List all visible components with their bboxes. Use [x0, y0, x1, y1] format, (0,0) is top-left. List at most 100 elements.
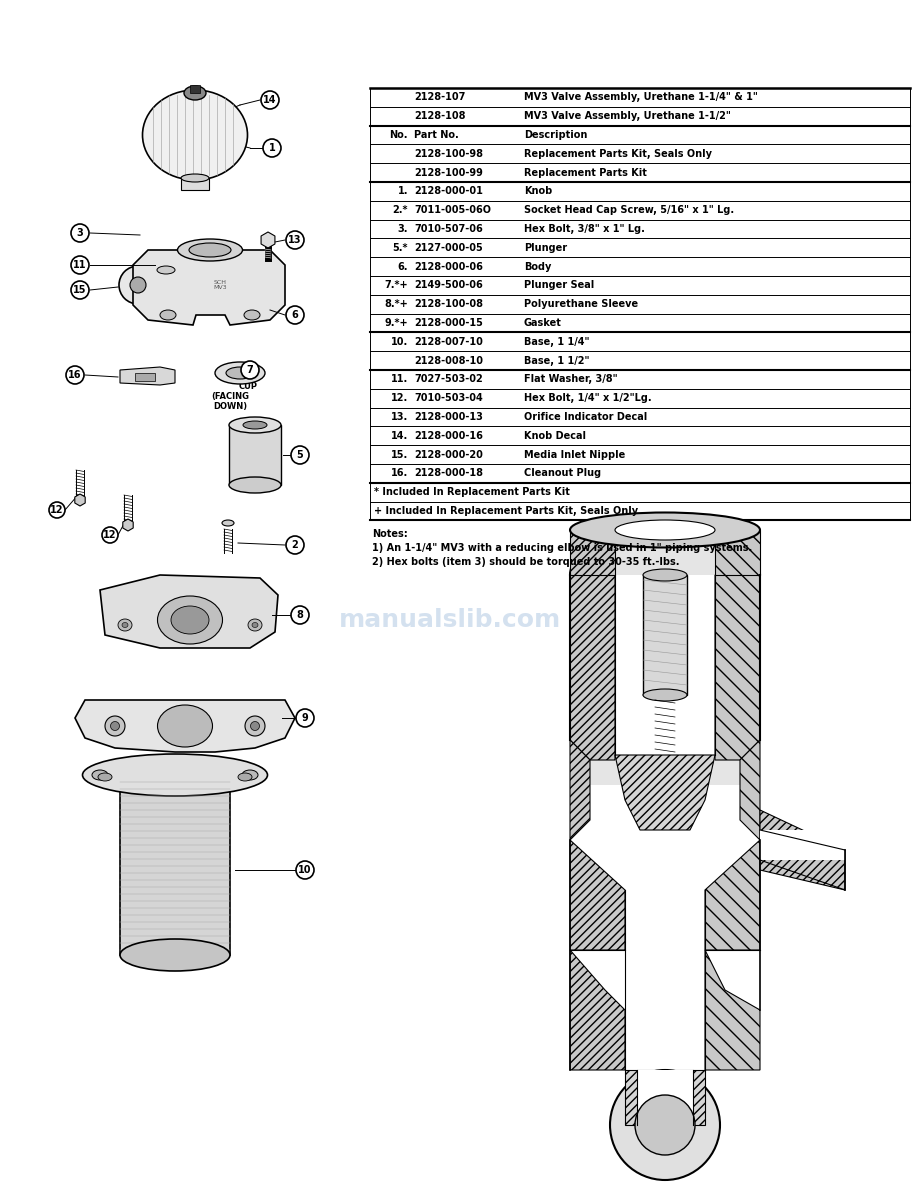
Text: 12: 12	[50, 505, 63, 516]
Text: 2.*: 2.*	[393, 206, 408, 215]
Polygon shape	[133, 249, 285, 326]
Text: No.: No.	[389, 129, 408, 140]
Text: Cleanout Plug: Cleanout Plug	[524, 468, 601, 479]
Text: 1.: 1.	[397, 187, 408, 196]
Text: 2128-100-08: 2128-100-08	[414, 299, 483, 309]
Polygon shape	[715, 530, 760, 575]
Ellipse shape	[171, 606, 209, 634]
Text: SCH
MV3: SCH MV3	[213, 279, 227, 290]
Polygon shape	[705, 840, 760, 950]
Text: 2128-100-99: 2128-100-99	[414, 168, 483, 177]
Text: 14.: 14.	[391, 431, 408, 441]
Ellipse shape	[119, 266, 157, 304]
Text: 13.: 13.	[391, 412, 408, 422]
Text: 2128-100-98: 2128-100-98	[414, 148, 483, 159]
Polygon shape	[120, 367, 175, 385]
Text: 2128-000-13: 2128-000-13	[414, 412, 483, 422]
Ellipse shape	[181, 173, 209, 182]
Circle shape	[263, 139, 281, 157]
Text: 2128-000-16: 2128-000-16	[414, 431, 483, 441]
Ellipse shape	[158, 596, 222, 644]
Circle shape	[286, 536, 304, 554]
Ellipse shape	[251, 721, 260, 731]
Circle shape	[296, 709, 314, 727]
Text: 7010-507-06: 7010-507-06	[414, 225, 483, 234]
Polygon shape	[570, 575, 615, 760]
Text: 11.: 11.	[391, 374, 408, 385]
Text: 7: 7	[247, 365, 253, 375]
Ellipse shape	[242, 770, 258, 781]
Text: (FACING: (FACING	[211, 392, 249, 402]
Ellipse shape	[229, 478, 281, 493]
Text: 2128-000-18: 2128-000-18	[414, 468, 483, 479]
Text: CUP: CUP	[239, 383, 258, 391]
Ellipse shape	[245, 716, 265, 737]
Ellipse shape	[184, 86, 206, 100]
FancyBboxPatch shape	[190, 86, 200, 93]
Circle shape	[66, 366, 84, 384]
Text: Gasket: Gasket	[524, 318, 562, 328]
Text: Description: Description	[524, 129, 588, 140]
Ellipse shape	[157, 266, 175, 274]
Text: 10: 10	[298, 865, 312, 876]
Text: Replacement Parts Kit, Seals Only: Replacement Parts Kit, Seals Only	[524, 148, 712, 159]
Ellipse shape	[122, 623, 128, 627]
Ellipse shape	[130, 277, 146, 293]
Ellipse shape	[118, 619, 132, 631]
Text: 13: 13	[288, 235, 302, 245]
Ellipse shape	[215, 362, 265, 384]
Circle shape	[261, 91, 279, 109]
Circle shape	[291, 446, 309, 465]
Polygon shape	[570, 840, 625, 950]
Text: 12.: 12.	[391, 393, 408, 403]
Polygon shape	[615, 756, 715, 830]
Polygon shape	[760, 810, 845, 890]
Text: Plunger Seal: Plunger Seal	[524, 280, 594, 290]
Text: 2128-008-10: 2128-008-10	[414, 355, 483, 366]
Bar	[760, 830, 845, 860]
Bar	[229, 425, 281, 485]
Text: 6.: 6.	[397, 261, 408, 272]
Ellipse shape	[177, 239, 242, 261]
Text: 2) Hex bolts (item 3) should be torqued to 30-35 ft.-lbs.: 2) Hex bolts (item 3) should be torqued …	[372, 557, 679, 568]
Polygon shape	[705, 950, 760, 1070]
Text: MV3 Valve Assembly, Urethane 1-1/2": MV3 Valve Assembly, Urethane 1-1/2"	[524, 112, 731, 121]
Text: 3: 3	[76, 228, 84, 238]
Polygon shape	[100, 575, 278, 647]
Circle shape	[71, 255, 89, 274]
Text: * Included In Replacement Parts Kit: * Included In Replacement Parts Kit	[374, 487, 570, 498]
Text: DOWN): DOWN)	[213, 402, 247, 411]
Circle shape	[610, 1070, 720, 1180]
Ellipse shape	[222, 520, 234, 526]
Text: 9: 9	[302, 713, 308, 723]
Circle shape	[49, 503, 65, 518]
Text: 16.: 16.	[391, 468, 408, 479]
Ellipse shape	[238, 773, 252, 781]
Bar	[570, 575, 760, 785]
Text: Polyurethane Sleeve: Polyurethane Sleeve	[524, 299, 638, 309]
Bar	[637, 1070, 693, 1125]
Text: 14: 14	[263, 95, 276, 105]
Bar	[135, 373, 155, 381]
Text: + Included In Replacement Parts Kit, Seals Only: + Included In Replacement Parts Kit, Sea…	[374, 506, 638, 516]
Circle shape	[102, 527, 118, 543]
Text: 10.: 10.	[391, 337, 408, 347]
Circle shape	[71, 225, 89, 242]
Ellipse shape	[243, 421, 267, 429]
Text: Base, 1 1/2": Base, 1 1/2"	[524, 355, 589, 366]
Polygon shape	[75, 700, 295, 752]
Text: 12: 12	[103, 530, 117, 541]
Ellipse shape	[105, 716, 125, 737]
Text: 2128-000-06: 2128-000-06	[414, 261, 483, 272]
Ellipse shape	[98, 773, 112, 781]
Ellipse shape	[229, 417, 281, 432]
Text: Hex Bolt, 1/4" x 1/2"Lg.: Hex Bolt, 1/4" x 1/2"Lg.	[524, 393, 652, 403]
Text: 2128-000-20: 2128-000-20	[414, 449, 483, 460]
Circle shape	[286, 307, 304, 324]
Text: Socket Head Cap Screw, 5/16" x 1" Lg.: Socket Head Cap Screw, 5/16" x 1" Lg.	[524, 206, 734, 215]
Ellipse shape	[643, 569, 687, 581]
Polygon shape	[570, 950, 625, 1070]
Circle shape	[71, 282, 89, 299]
Text: 5: 5	[297, 450, 303, 460]
Text: 9.*+: 9.*+	[385, 318, 408, 328]
